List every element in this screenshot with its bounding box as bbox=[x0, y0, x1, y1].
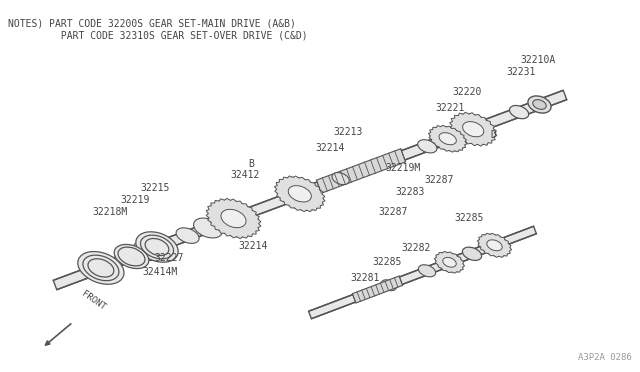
Text: 32285: 32285 bbox=[454, 213, 483, 223]
Polygon shape bbox=[428, 125, 467, 152]
Polygon shape bbox=[275, 176, 325, 212]
Text: 32281: 32281 bbox=[350, 273, 380, 283]
Text: D: D bbox=[490, 130, 496, 140]
Ellipse shape bbox=[431, 126, 465, 151]
Text: 32213: 32213 bbox=[333, 127, 362, 137]
Polygon shape bbox=[353, 276, 403, 303]
Text: 32214: 32214 bbox=[238, 241, 268, 251]
Text: 32221: 32221 bbox=[435, 103, 465, 113]
Text: 32210A: 32210A bbox=[520, 55, 556, 65]
Ellipse shape bbox=[209, 200, 259, 237]
Text: 32282: 32282 bbox=[401, 243, 430, 253]
Ellipse shape bbox=[78, 251, 124, 284]
Text: 32287: 32287 bbox=[378, 207, 408, 217]
Ellipse shape bbox=[176, 228, 199, 243]
Ellipse shape bbox=[419, 265, 436, 277]
Ellipse shape bbox=[532, 100, 547, 109]
Text: 32412: 32412 bbox=[230, 170, 259, 180]
Polygon shape bbox=[477, 233, 512, 257]
Ellipse shape bbox=[487, 240, 502, 251]
Text: NOTES) PART CODE 32200S GEAR SET-MAIN DRIVE (A&B): NOTES) PART CODE 32200S GEAR SET-MAIN DR… bbox=[8, 18, 296, 28]
Ellipse shape bbox=[193, 218, 223, 238]
Polygon shape bbox=[435, 251, 465, 273]
Ellipse shape bbox=[463, 247, 481, 260]
Ellipse shape bbox=[436, 253, 463, 272]
Text: 32414M: 32414M bbox=[142, 267, 177, 277]
Text: 32219M: 32219M bbox=[385, 163, 420, 173]
Text: FRONT: FRONT bbox=[80, 289, 107, 312]
Polygon shape bbox=[206, 198, 261, 239]
Text: 32285: 32285 bbox=[372, 257, 401, 267]
Text: 32227: 32227 bbox=[154, 253, 184, 263]
Ellipse shape bbox=[452, 114, 494, 144]
Ellipse shape bbox=[528, 96, 551, 113]
Text: PART CODE 32310S GEAR SET-OVER DRIVE (C&D): PART CODE 32310S GEAR SET-OVER DRIVE (C&… bbox=[8, 30, 308, 40]
Ellipse shape bbox=[221, 209, 246, 228]
Ellipse shape bbox=[332, 173, 349, 185]
Ellipse shape bbox=[509, 106, 529, 119]
Ellipse shape bbox=[439, 133, 456, 145]
Polygon shape bbox=[308, 226, 536, 319]
Ellipse shape bbox=[443, 257, 456, 267]
Ellipse shape bbox=[418, 140, 437, 153]
Polygon shape bbox=[53, 90, 567, 290]
Ellipse shape bbox=[479, 234, 510, 256]
Ellipse shape bbox=[136, 232, 178, 262]
Text: 32283: 32283 bbox=[395, 187, 424, 197]
Text: 32214: 32214 bbox=[315, 143, 344, 153]
Text: 32215: 32215 bbox=[140, 183, 170, 193]
Polygon shape bbox=[316, 149, 406, 193]
Text: 32218M: 32218M bbox=[92, 207, 127, 217]
Ellipse shape bbox=[463, 122, 484, 137]
Text: A3P2A 0286: A3P2A 0286 bbox=[579, 353, 632, 362]
Polygon shape bbox=[449, 112, 497, 146]
Text: 32220: 32220 bbox=[452, 87, 481, 97]
Text: 32287: 32287 bbox=[424, 175, 453, 185]
Text: B: B bbox=[248, 159, 254, 169]
Ellipse shape bbox=[133, 241, 160, 260]
Ellipse shape bbox=[114, 244, 148, 269]
Ellipse shape bbox=[276, 177, 323, 210]
Ellipse shape bbox=[381, 280, 396, 291]
Text: 32219: 32219 bbox=[120, 195, 149, 205]
Text: 32231: 32231 bbox=[506, 67, 536, 77]
Ellipse shape bbox=[288, 186, 311, 202]
